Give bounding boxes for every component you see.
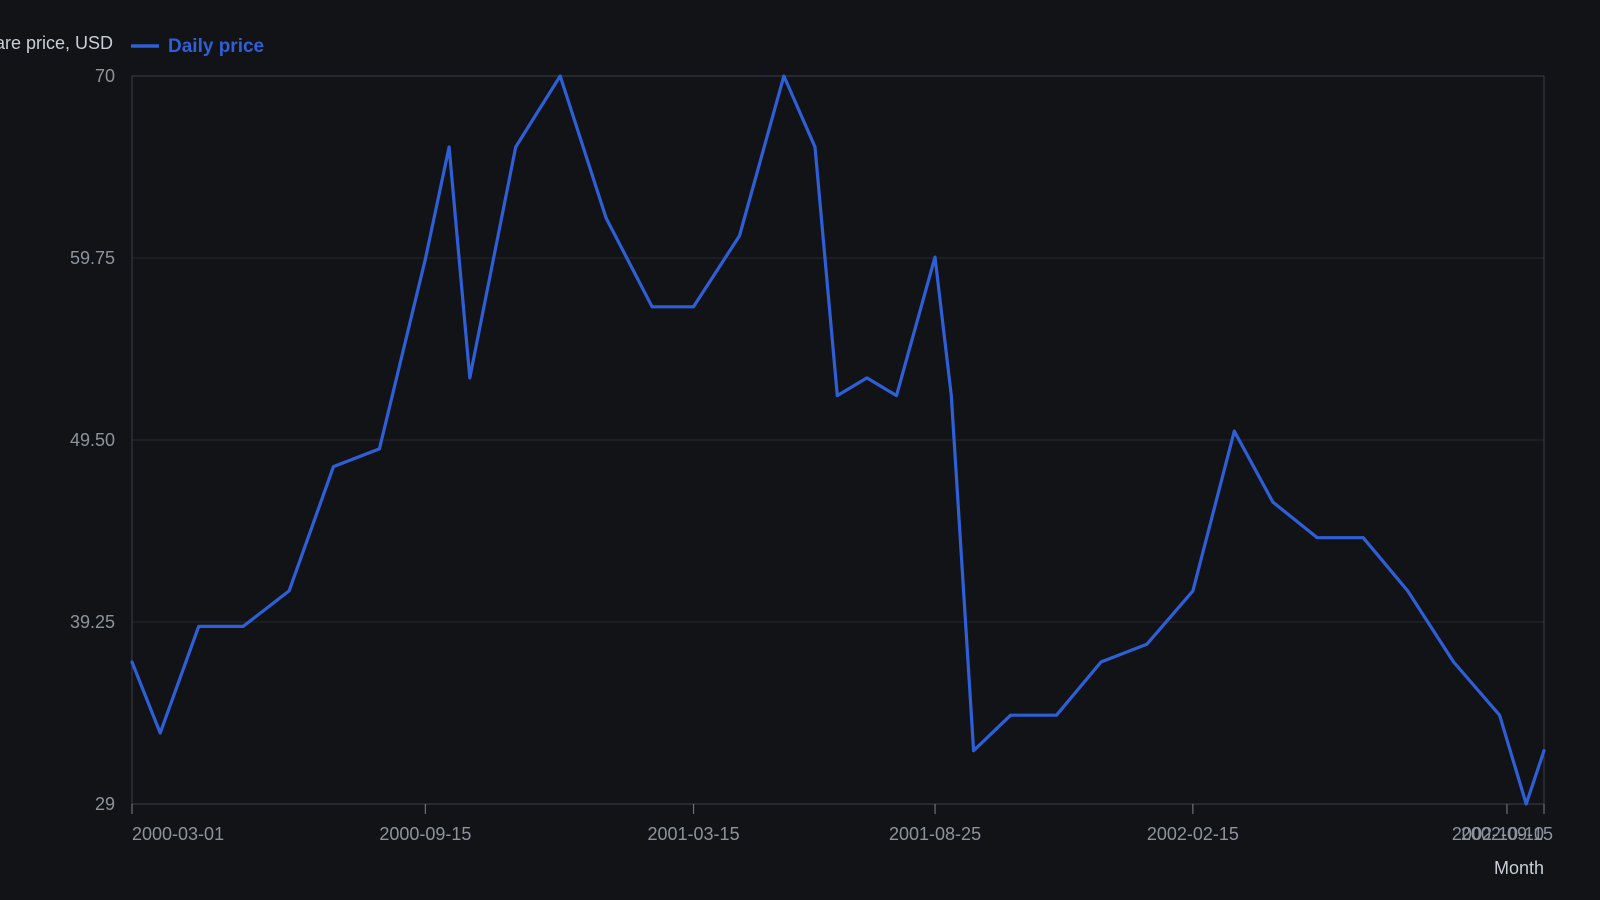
data-point [1315, 536, 1319, 540]
x-tick-label: 2001-03-15 [648, 824, 740, 844]
data-point [972, 749, 975, 753]
data-point [1009, 713, 1013, 717]
data-point [423, 257, 427, 261]
grid-layer [132, 257, 1544, 623]
y-tick-label: 49.50 [70, 430, 115, 450]
data-point [865, 376, 869, 380]
data-point [241, 625, 245, 628]
y-tick-label: 29 [95, 794, 115, 814]
data-point [130, 660, 134, 664]
y-tick-labels: 70 59.75 49.50 39.25 29 [70, 66, 115, 814]
data-point [332, 465, 335, 469]
data-point [933, 255, 937, 259]
data-point [158, 731, 162, 735]
x-tick-label: 2002-09-15 [1461, 824, 1553, 844]
legend: Daily price [131, 36, 264, 57]
data-point [782, 74, 786, 78]
data-point [1145, 642, 1149, 646]
data-point [835, 394, 839, 398]
data-point [895, 394, 898, 398]
y-tick-label: 70 [95, 66, 115, 86]
y-tick-label: 39.25 [70, 612, 115, 632]
data-point [514, 145, 518, 149]
y-tick-label: 59.75 [70, 248, 115, 268]
data-point [1232, 429, 1236, 433]
y-axis-title: Share price, USD [0, 33, 113, 53]
data-point [1542, 749, 1546, 753]
legend-label-daily-price: Daily price [168, 36, 264, 57]
data-point [738, 234, 741, 238]
data-point [378, 447, 381, 451]
data-point [604, 216, 608, 220]
data-point [692, 305, 695, 309]
data-point [197, 625, 201, 628]
data-point [1055, 713, 1058, 717]
x-tick-label: 2001-08-25 [889, 824, 981, 844]
series-layer [130, 74, 1546, 806]
x-tick-label: 2000-03-01 [132, 824, 224, 844]
data-point [1361, 536, 1365, 540]
data-point [1099, 660, 1103, 664]
data-point [287, 589, 291, 593]
axes [131, 75, 1545, 805]
data-point [447, 145, 451, 149]
x-tick-label: 2000-09-15 [379, 824, 471, 844]
data-point [949, 394, 953, 398]
data-point [1406, 589, 1410, 593]
data-point [650, 305, 654, 309]
data-point [1498, 713, 1501, 717]
data-point [1452, 660, 1456, 664]
x-axis-title: Month [1494, 858, 1544, 878]
data-point [1524, 802, 1528, 806]
data-point [813, 145, 817, 149]
x-tick-label: 2002-10-10 [1452, 824, 1544, 844]
data-point [1191, 589, 1195, 593]
x-tick-labels: 2000-03-01 2000-09-15 2001-03-15 2001-08-25… [131, 804, 1553, 844]
x-tick-label: 2002-02-15 [1147, 824, 1239, 844]
series-line-daily-price [130, 74, 1546, 806]
data-point [1271, 500, 1275, 504]
data-point [468, 376, 472, 380]
data-point [558, 74, 562, 78]
